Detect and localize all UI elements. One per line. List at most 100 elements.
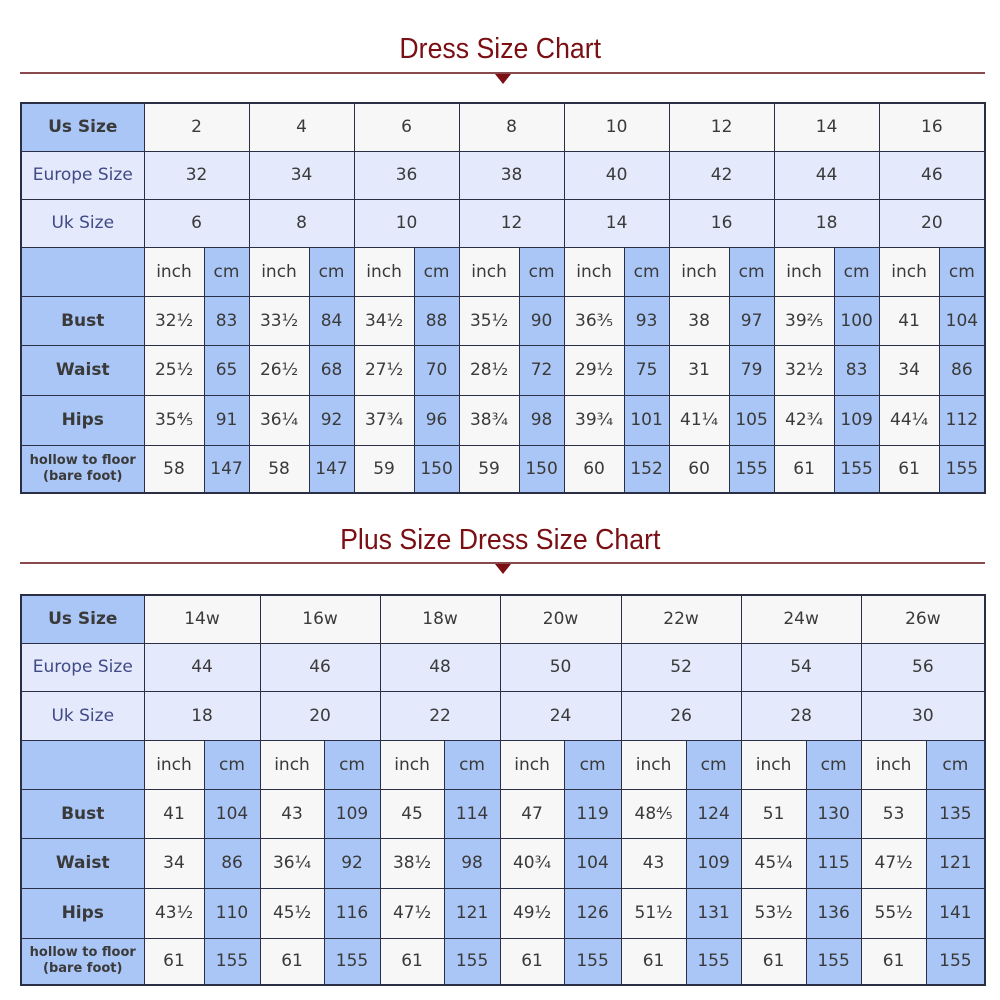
europe-size-row-label: Europe Size [20, 150, 145, 200]
hollow-inch-cell: 58 [143, 444, 205, 494]
europe-size-cell: 38 [458, 150, 565, 200]
waist-cm-cell: 104 [563, 837, 622, 889]
us-size-cell: 6 [353, 102, 460, 152]
hollow-inch-cell: 61 [878, 444, 940, 494]
hips-inch-cell: 55½ [860, 887, 927, 939]
hollow-inch-cell: 61 [740, 937, 807, 986]
inch-unit-header: inch [740, 739, 807, 790]
europe-size-cell: 32 [143, 150, 250, 200]
unit-header-row: inch cm inch cm inch cm inch cm inch cm inch cm inch… [20, 739, 986, 790]
waist-row: Waist 34 86 36¼ 92 38½ 98 40¾ 104 43 109 45¼ 115 47½ 1… [20, 837, 986, 889]
hips-cm-cell: 110 [203, 887, 261, 939]
waist-inch-cell: 36¼ [259, 837, 325, 889]
uk-size-row-label: Uk Size [20, 690, 145, 741]
waist-inch-cell: 34 [143, 837, 205, 889]
hips-inch-cell: 41¼ [668, 394, 730, 446]
bust-cm-cell: 109 [323, 788, 381, 839]
bust-cm-cell: 130 [805, 788, 862, 839]
waist-row-label: Waist [20, 837, 145, 889]
hips-cm-cell: 116 [323, 887, 381, 939]
hollow-cm-cell: 155 [563, 937, 622, 986]
hips-cm-cell: 101 [623, 394, 670, 446]
hollow-cm-cell: 150 [413, 444, 460, 494]
bust-cm-cell: 97 [728, 295, 775, 346]
uk-size-cell: 12 [458, 198, 565, 248]
dress-size-chart-title: Dress Size Chart [399, 33, 602, 65]
inch-unit-header: inch [248, 246, 310, 297]
uk-size-cell: 30 [860, 690, 986, 741]
inch-unit-header: inch [379, 739, 445, 790]
europe-size-cell: 56 [860, 642, 986, 692]
bust-cm-cell: 83 [203, 295, 250, 346]
us-size-cell: 8 [458, 102, 565, 152]
plus-size-chart-title: Plus Size Dress Size Chart [340, 524, 661, 556]
hollow-inch-cell: 61 [379, 937, 445, 986]
hollow-inch-cell: 61 [773, 444, 835, 494]
cm-unit-header: cm [443, 739, 501, 790]
hips-inch-cell: 42¾ [773, 394, 835, 446]
bust-cm-cell: 100 [833, 295, 880, 346]
bust-cm-cell: 93 [623, 295, 670, 346]
hollow-inch-cell: 61 [860, 937, 927, 986]
waist-inch-cell: 32½ [773, 344, 835, 396]
cm-unit-header: cm [833, 246, 880, 297]
bust-inch-cell: 36³⁄₅ [563, 295, 625, 346]
waist-cm-cell: 86 [203, 837, 261, 889]
hips-inch-cell: 39¾ [563, 394, 625, 446]
europe-size-cell: 50 [499, 642, 622, 692]
hollow-label-line1: hollow to floor [29, 945, 136, 961]
uk-size-row-label: Uk Size [20, 198, 145, 248]
bust-cm-cell: 119 [563, 788, 622, 839]
us-size-cell: 14 [773, 102, 880, 152]
cm-unit-header: cm [518, 246, 565, 297]
cm-unit-header: cm [805, 739, 862, 790]
bust-cm-cell: 114 [443, 788, 501, 839]
uk-size-cell: 18 [143, 690, 261, 741]
bust-cm-cell: 90 [518, 295, 565, 346]
hollow-cm-cell: 155 [805, 937, 862, 986]
bust-inch-cell: 51 [740, 788, 807, 839]
hips-cm-cell: 98 [518, 394, 565, 446]
waist-cm-cell: 68 [308, 344, 355, 396]
waist-cm-cell: 65 [203, 344, 250, 396]
down-triangle-icon [495, 74, 511, 84]
waist-cm-cell: 98 [443, 837, 501, 889]
hips-inch-cell: 43¹⁄₂ [143, 887, 205, 939]
hips-row-label: Hips [20, 394, 145, 446]
hips-cm-cell: 91 [203, 394, 250, 446]
bust-inch-cell: 41 [143, 788, 205, 839]
waist-inch-cell: 29½ [563, 344, 625, 396]
bust-inch-cell: 41 [878, 295, 940, 346]
cm-unit-header: cm [413, 246, 460, 297]
us-size-cell: 26w [860, 594, 986, 644]
hips-cm-cell: 109 [833, 394, 880, 446]
hollow-inch-cell: 60 [563, 444, 625, 494]
inch-unit-header: inch [620, 739, 687, 790]
us-size-cell: 14w [143, 594, 261, 644]
europe-size-cell: 40 [563, 150, 670, 200]
down-triangle-icon [495, 564, 511, 574]
bust-cm-cell: 124 [685, 788, 742, 839]
us-size-cell: 16 [878, 102, 986, 152]
europe-size-cell: 48 [379, 642, 501, 692]
plus-size-table: Us Size 14w 16w 18w 20w 22w 24w 26w Europe Size 4… [20, 594, 987, 986]
bust-row: Bust 32½ 83 33½ 84 34½ 88 35½ 90 36³⁄₅ 93 38 97 39²⁄₅… [20, 295, 986, 346]
bust-row-label: Bust [20, 788, 145, 839]
europe-size-cell: 36 [353, 150, 460, 200]
bust-cm-cell: 104 [203, 788, 261, 839]
unit-row-label [20, 246, 145, 297]
inch-unit-header: inch [143, 739, 205, 790]
unit-header-row: inch cm inch cm inch cm inch cm inch cm inch cm inch… [20, 246, 986, 297]
bust-cm-cell: 88 [413, 295, 460, 346]
bust-inch-cell: 48⁴⁄₅ [620, 788, 687, 839]
waist-cm-cell: 115 [805, 837, 862, 889]
uk-size-row: Uk Size 18 20 22 24 26 28 30 [20, 690, 986, 741]
hollow-cm-cell: 155 [685, 937, 742, 986]
bust-inch-cell: 43 [259, 788, 325, 839]
hips-cm-cell: 96 [413, 394, 460, 446]
cm-unit-header: cm [203, 739, 261, 790]
waist-inch-cell: 38½ [379, 837, 445, 889]
waist-inch-cell: 26½ [248, 344, 310, 396]
unit-row-label [20, 739, 145, 790]
hollow-cm-cell: 147 [308, 444, 355, 494]
